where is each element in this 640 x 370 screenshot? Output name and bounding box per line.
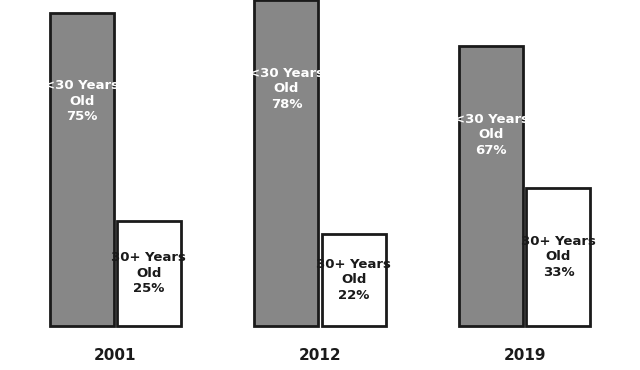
Text: 30+ Years
Old
22%: 30+ Years Old 22%	[316, 258, 391, 302]
Bar	[116, 221, 180, 326]
Bar	[460, 46, 524, 326]
Bar	[321, 234, 385, 326]
Bar	[255, 0, 319, 326]
Text: <30 Years
Old
78%: <30 Years Old 78%	[249, 67, 324, 111]
Text: 2019: 2019	[504, 348, 546, 363]
Text: 2012: 2012	[299, 348, 341, 363]
Bar	[50, 13, 114, 326]
Bar	[526, 188, 590, 326]
Text: 30+ Years
Old
25%: 30+ Years Old 25%	[111, 252, 186, 295]
Text: 30+ Years
Old
33%: 30+ Years Old 33%	[521, 235, 596, 279]
Text: 2001: 2001	[94, 348, 136, 363]
Text: <30 Years
Old
67%: <30 Years Old 67%	[454, 112, 529, 157]
Text: <30 Years
Old
75%: <30 Years Old 75%	[44, 79, 119, 123]
